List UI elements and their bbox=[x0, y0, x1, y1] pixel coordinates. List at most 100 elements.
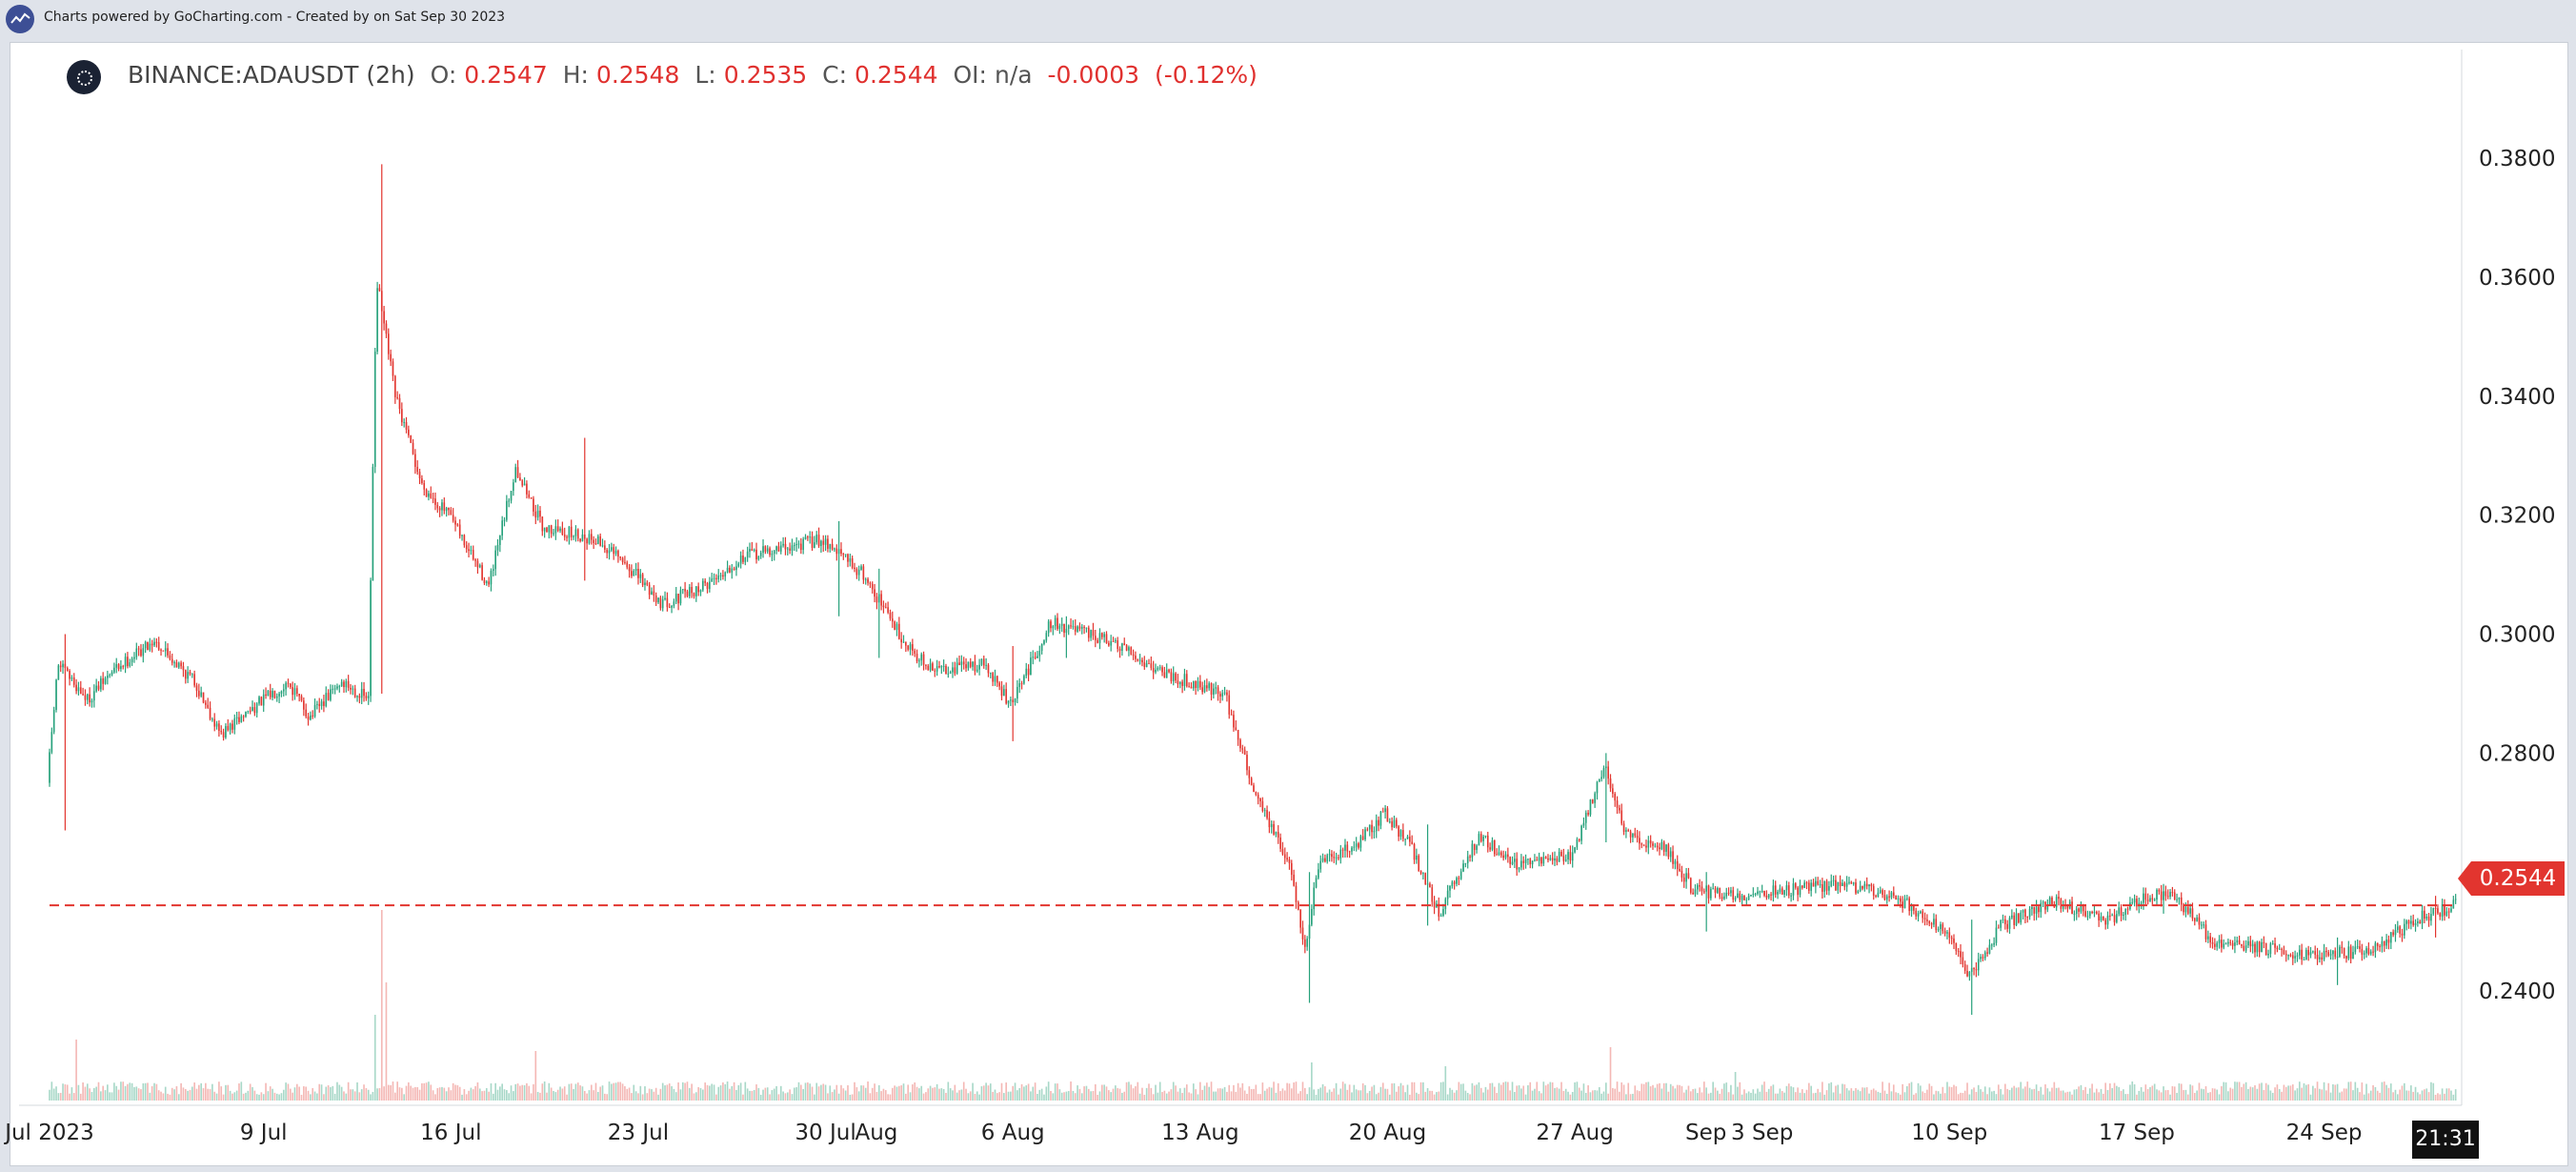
candle-body bbox=[1010, 699, 1012, 701]
candle-body bbox=[1922, 911, 1924, 919]
volume-bar bbox=[2088, 1088, 2091, 1101]
volume-bar bbox=[177, 1094, 180, 1101]
volume-bar bbox=[875, 1091, 878, 1101]
candle-body bbox=[779, 545, 782, 552]
volume-bar bbox=[1940, 1093, 1942, 1101]
volume-bar bbox=[624, 1085, 626, 1101]
volume-bar bbox=[2236, 1081, 2239, 1101]
volume-bar bbox=[2186, 1094, 2189, 1101]
volume-bar bbox=[1785, 1085, 1788, 1101]
volume-bar bbox=[1790, 1086, 1792, 1101]
volume-bar bbox=[1995, 1094, 1998, 1101]
candle-body bbox=[1534, 859, 1536, 861]
candle-body bbox=[64, 663, 67, 669]
volume-bar bbox=[1627, 1082, 1630, 1101]
volume-bar bbox=[2158, 1090, 2161, 1101]
candle-body bbox=[1451, 881, 1454, 887]
candle-body bbox=[1862, 885, 1863, 889]
volume-bar bbox=[2038, 1091, 2040, 1101]
volume-bar bbox=[793, 1087, 795, 1101]
volume-bar bbox=[428, 1081, 430, 1101]
candle-body bbox=[976, 669, 978, 672]
volume-bar bbox=[1145, 1087, 1148, 1101]
candle-body bbox=[1373, 831, 1376, 833]
candle-body bbox=[2445, 911, 2448, 916]
candle-body bbox=[699, 590, 702, 593]
candle-body bbox=[1297, 901, 1299, 910]
volume-bar bbox=[1937, 1091, 1940, 1101]
volume-bar bbox=[1273, 1081, 1275, 1101]
volume-bar bbox=[2169, 1094, 2171, 1101]
volume-bar bbox=[1118, 1088, 1121, 1101]
candle-body bbox=[2379, 946, 2381, 948]
volume-bar bbox=[1701, 1092, 1703, 1101]
candle-body bbox=[773, 550, 775, 555]
volume-bar bbox=[1459, 1083, 1462, 1101]
candle-body bbox=[1250, 778, 1253, 786]
volume-bar bbox=[133, 1086, 135, 1101]
candle-body bbox=[548, 525, 551, 533]
candle-body bbox=[1797, 887, 1799, 896]
volume-bar bbox=[173, 1089, 175, 1101]
volume-bar bbox=[2104, 1082, 2106, 1101]
candle-body bbox=[1890, 892, 1893, 898]
candle-body bbox=[2169, 892, 2171, 898]
volume-bar bbox=[2444, 1093, 2445, 1101]
volume-bar bbox=[1772, 1084, 1775, 1101]
candle-body bbox=[709, 581, 711, 590]
chart-panel[interactable] bbox=[10, 42, 2568, 1166]
candle-body bbox=[608, 550, 611, 554]
volume-bar bbox=[1065, 1091, 1068, 1101]
volume-bar bbox=[1665, 1082, 1667, 1101]
volume-bar bbox=[1315, 1094, 1318, 1101]
candle-body bbox=[1988, 944, 1991, 954]
candle-body bbox=[1531, 860, 1534, 865]
volume-bar bbox=[987, 1085, 990, 1101]
volume-bar bbox=[1489, 1082, 1491, 1101]
volume-bar bbox=[1125, 1081, 1128, 1101]
candle-body bbox=[1012, 699, 1015, 703]
candle-body bbox=[177, 662, 180, 668]
candle-body bbox=[811, 536, 814, 548]
candle-body bbox=[1172, 673, 1175, 681]
volume-bar bbox=[691, 1083, 693, 1101]
volume-bar bbox=[1562, 1090, 1565, 1101]
volume-bar bbox=[95, 1086, 97, 1101]
candle-body bbox=[1614, 794, 1617, 801]
volume-bar bbox=[1865, 1087, 1868, 1101]
candle-body bbox=[1473, 843, 1476, 851]
volume-bar bbox=[187, 1090, 189, 1101]
candle-body bbox=[1763, 890, 1765, 896]
candle-body bbox=[2035, 906, 2038, 914]
candle-body bbox=[1995, 927, 1998, 943]
candle-body bbox=[2410, 920, 2412, 924]
candle-body bbox=[1125, 645, 1128, 651]
candle-body bbox=[1313, 887, 1316, 909]
volume-bar bbox=[1654, 1087, 1657, 1101]
candle-body bbox=[282, 689, 285, 692]
candle-body bbox=[1308, 924, 1311, 940]
candle-body bbox=[1476, 845, 1478, 851]
candle-body bbox=[107, 676, 109, 678]
candle-body bbox=[2120, 907, 2123, 917]
volume-bar bbox=[1283, 1090, 1286, 1101]
volume-bar bbox=[227, 1084, 230, 1101]
volume-bar bbox=[1097, 1094, 1098, 1101]
candle-body bbox=[135, 648, 138, 657]
candle-body bbox=[1418, 855, 1420, 872]
volume-bar bbox=[1890, 1091, 1893, 1101]
volume-bar bbox=[1188, 1092, 1190, 1101]
volume-bar bbox=[2123, 1089, 2124, 1101]
candle-body bbox=[312, 715, 314, 717]
candle-body bbox=[1288, 859, 1291, 863]
volume-bar bbox=[2263, 1090, 2265, 1101]
volume-bar bbox=[835, 1084, 838, 1101]
volume-bar bbox=[350, 1089, 352, 1101]
volume-bar bbox=[579, 1085, 581, 1101]
volume-bar bbox=[2325, 1090, 2327, 1101]
volume-bar bbox=[1953, 1084, 1955, 1101]
volume-bar bbox=[2247, 1088, 2249, 1101]
candle-body bbox=[1150, 663, 1153, 669]
volume-bar bbox=[272, 1088, 273, 1101]
